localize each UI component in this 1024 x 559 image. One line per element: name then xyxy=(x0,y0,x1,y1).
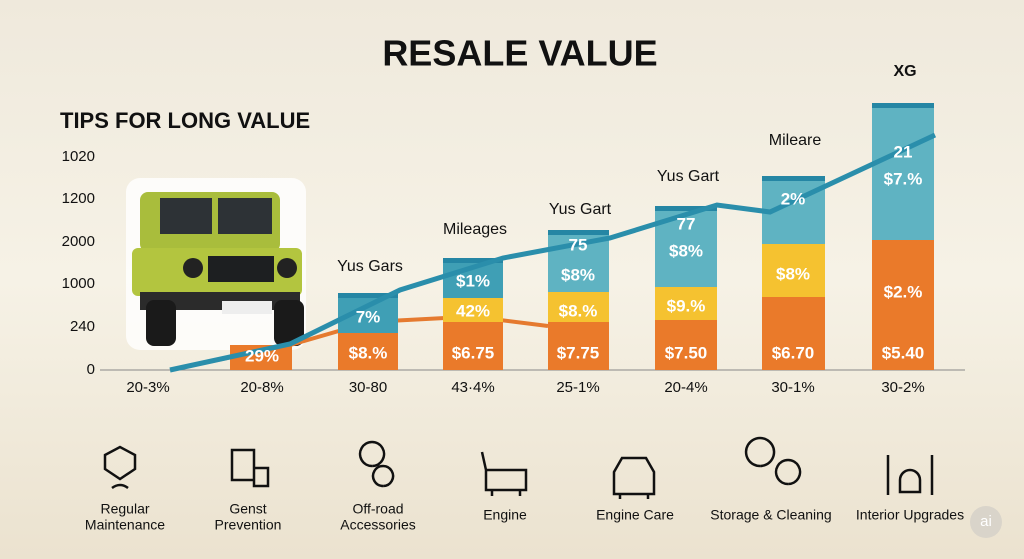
bar-cap xyxy=(443,258,503,263)
x-label: 25-1% xyxy=(556,379,599,396)
bar-segment xyxy=(443,258,503,298)
segment-label: $5.40 xyxy=(882,343,925,362)
segment-label: $1% xyxy=(456,271,490,290)
icon xyxy=(886,455,934,495)
y-label: 1020 xyxy=(62,148,95,165)
segment-label: $2.% xyxy=(884,282,923,301)
x-label: 30-1% xyxy=(771,379,814,396)
icon xyxy=(103,445,137,490)
tip-label: Storage & Cleaning xyxy=(710,507,831,523)
tip-label: Accessories xyxy=(340,517,415,533)
segment-label: $7.50 xyxy=(665,343,708,362)
column-heading: Mileare xyxy=(769,132,822,149)
y-label: 1000 xyxy=(62,275,95,292)
icon xyxy=(480,451,528,496)
column-heading: Mileages xyxy=(443,221,507,238)
segment-label: $8.% xyxy=(559,301,598,320)
bar-cap xyxy=(548,230,609,235)
icon xyxy=(744,436,802,486)
x-label: 30-2% xyxy=(881,379,924,396)
tip-label: Engine Care xyxy=(596,507,674,523)
segment-label: $8% xyxy=(669,241,703,260)
bar-segment xyxy=(338,333,398,370)
column-heading: Yus Gart xyxy=(657,168,720,185)
segment-label: 77 xyxy=(677,214,696,233)
bar-segment xyxy=(762,244,825,297)
column-heading: Yus Gars xyxy=(337,258,403,275)
bar-segment xyxy=(655,320,717,370)
segment-label: 42% xyxy=(456,301,490,320)
tip-label: Prevention xyxy=(215,517,282,533)
segment-label: $7.75 xyxy=(557,343,600,362)
column-heading: XG xyxy=(893,63,916,80)
y-label: 1200 xyxy=(62,190,95,207)
tip-label: Regular xyxy=(100,501,149,517)
bar-segment xyxy=(443,298,503,322)
segment-label: $8.% xyxy=(349,343,388,362)
segment-label: 7% xyxy=(356,307,381,326)
x-label: 20-8% xyxy=(240,379,283,396)
bar-cap xyxy=(872,103,934,108)
tip-label: Interior Upgrades xyxy=(856,507,964,523)
segment-label: 21 xyxy=(894,142,913,161)
bar-cap xyxy=(655,206,717,211)
badge-text: ai xyxy=(980,513,992,530)
blue-trend xyxy=(169,132,937,373)
x-label: 20-3% xyxy=(126,379,169,396)
bar-segment xyxy=(872,240,934,370)
segment-label: $6.70 xyxy=(772,343,815,362)
x-label: 20-4% xyxy=(664,379,707,396)
bar-segment xyxy=(548,322,609,370)
segment-label: $9.% xyxy=(667,296,706,315)
badge xyxy=(970,506,1002,538)
bar-cap xyxy=(338,293,398,298)
tip-label: Genst xyxy=(229,501,266,517)
x-label: 30-80 xyxy=(349,379,387,396)
icon xyxy=(612,456,656,499)
bar-segment xyxy=(548,292,609,322)
bar-segment xyxy=(655,287,717,320)
vehicle-image xyxy=(126,178,306,350)
subtitle: TIPS FOR LONG VALUE xyxy=(60,108,310,133)
y-label: 240 xyxy=(70,318,95,335)
x-label: 43·4% xyxy=(451,379,494,396)
bar-segment xyxy=(762,297,825,370)
tip-label: Off-road xyxy=(352,501,403,517)
segment-label: $6.75 xyxy=(452,343,495,362)
segment-label: 75 xyxy=(569,235,588,254)
tip-label: Maintenance xyxy=(85,517,165,533)
y-label: 0 xyxy=(87,361,95,378)
y-label: 2000 xyxy=(62,233,95,250)
column-heading: Yus Gart xyxy=(549,201,612,218)
tip-label: Engine xyxy=(483,507,527,523)
segment-label: 2% xyxy=(781,189,806,208)
bar-segment xyxy=(443,322,503,370)
segment-label: $8% xyxy=(561,265,595,284)
segment-label: $7.% xyxy=(884,169,923,188)
icon xyxy=(230,448,270,488)
segment-label: 29% xyxy=(245,346,279,365)
bar-cap xyxy=(762,176,825,181)
icon xyxy=(358,440,395,488)
title: RESALE VALUE xyxy=(382,33,657,74)
segment-label: $8% xyxy=(776,264,810,283)
bar-segment xyxy=(872,103,934,240)
